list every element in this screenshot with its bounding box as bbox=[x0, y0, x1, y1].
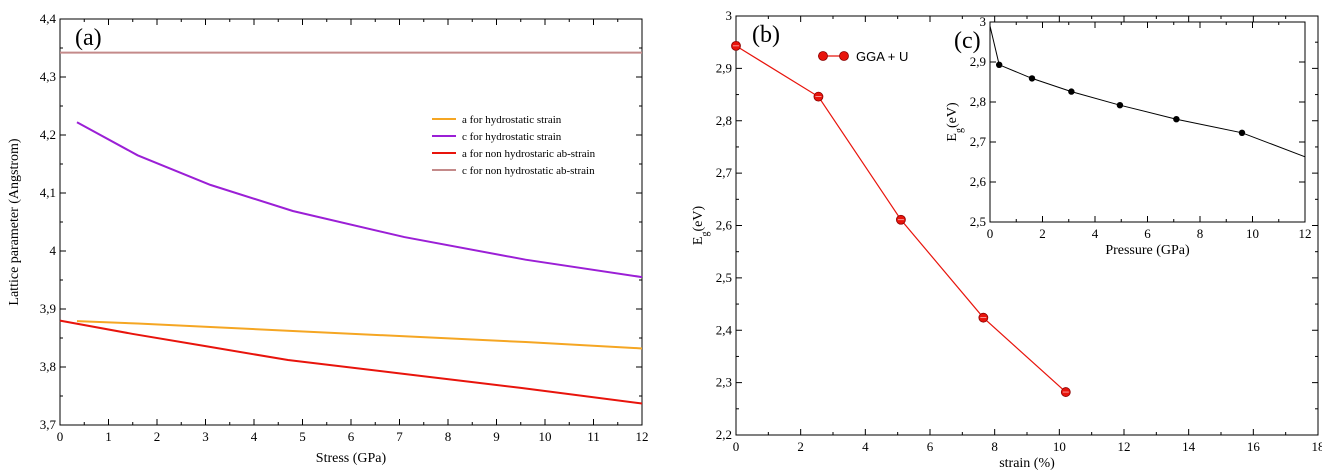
y-tick-label: 2,9 bbox=[716, 60, 732, 75]
panel-label: (b) bbox=[752, 22, 780, 48]
x-tick-label: 12 bbox=[1299, 226, 1312, 241]
y-axis-label-sub: g bbox=[954, 128, 965, 133]
y-tick-label: 3,9 bbox=[40, 301, 56, 316]
legend-label: a for hydrostatic strain bbox=[462, 114, 562, 126]
y-tick-label: 2,6 bbox=[970, 174, 987, 189]
x-tick-label: 11 bbox=[587, 429, 600, 444]
y-tick-label: 2,8 bbox=[716, 113, 732, 128]
y-tick-label: 2,5 bbox=[970, 214, 986, 229]
series-line-2 bbox=[59, 319, 643, 405]
data-point bbox=[995, 61, 1003, 68]
y-tick-label: 2,4 bbox=[716, 322, 733, 337]
x-tick-label: 12 bbox=[636, 429, 649, 444]
x-tick-label: 9 bbox=[493, 429, 500, 444]
x-tick-label: 10 bbox=[1246, 226, 1259, 241]
series-line bbox=[989, 25, 1306, 158]
x-tick-label: 4 bbox=[862, 439, 869, 454]
y-axis-label: Eg(eV) bbox=[691, 206, 711, 246]
x-axis-label: Pressure (GPa) bbox=[1105, 243, 1190, 258]
x-tick-label: 2 bbox=[1039, 226, 1046, 241]
y-tick-label: 4 bbox=[50, 243, 57, 258]
y-axis-label: Lattice parameter (Angstrom) bbox=[7, 138, 22, 305]
y-axis-label-sub: g bbox=[700, 232, 711, 237]
x-tick-label: 4 bbox=[251, 429, 258, 444]
data-point bbox=[1116, 102, 1124, 109]
y-tick-label: 2,3 bbox=[716, 375, 732, 390]
x-tick-label: 0 bbox=[987, 226, 994, 241]
legend-label: c for non hydrostatic ab-strain bbox=[462, 165, 595, 177]
data-point bbox=[1173, 116, 1180, 123]
y-axis-label-unit: (eV) bbox=[691, 206, 706, 232]
y-tick-label: 3,7 bbox=[40, 417, 57, 432]
chart-panel-a: 0 1 2 3 4 5 6 7 8 9 10 11 123,73,83,944,14,24,34,4St… bbox=[7, 11, 649, 466]
y-tick-label: 4,3 bbox=[40, 69, 56, 84]
y-tick-label: 2,2 bbox=[716, 427, 732, 442]
legend-marker bbox=[818, 51, 828, 61]
y-tick-label: 4,2 bbox=[40, 127, 56, 142]
x-tick-label: 10 bbox=[1053, 439, 1066, 454]
x-tick-label: 0 bbox=[57, 429, 64, 444]
x-tick-label: 3 bbox=[202, 429, 209, 444]
y-tick-label: 2,6 bbox=[716, 218, 733, 233]
y-tick-label: 3 bbox=[980, 14, 987, 29]
y-tick-label: 4,1 bbox=[40, 185, 56, 200]
x-tick-label: 12 bbox=[1118, 439, 1131, 454]
y-axis-label-unit: (eV) bbox=[945, 102, 960, 128]
data-point bbox=[1238, 129, 1246, 136]
data-point bbox=[1068, 88, 1075, 95]
x-axis-label: Stress (GPa) bbox=[316, 451, 387, 466]
y-tick-label: 2,9 bbox=[970, 54, 986, 69]
x-tick-label: 8 bbox=[1197, 226, 1204, 241]
legend-marker bbox=[839, 51, 849, 61]
x-tick-label: 18 bbox=[1312, 439, 1322, 454]
y-tick-label: 2,5 bbox=[716, 270, 732, 285]
panel-label: (c) bbox=[954, 28, 981, 54]
y-tick-label: 4,4 bbox=[40, 11, 57, 26]
panel-label: (a) bbox=[75, 25, 102, 51]
series-line-0 bbox=[76, 320, 643, 350]
x-tick-label: 8 bbox=[991, 439, 998, 454]
y-tick-label: 3 bbox=[726, 8, 733, 23]
x-tick-label: 1 bbox=[105, 429, 112, 444]
legend-label: GGA + U bbox=[856, 49, 908, 64]
plot-frame bbox=[59, 18, 643, 426]
y-tick-label: 2,7 bbox=[716, 165, 733, 180]
x-axis-label: strain (%) bbox=[999, 456, 1055, 470]
y-tick-label: 3,8 bbox=[40, 359, 56, 374]
x-tick-label: 6 bbox=[1144, 226, 1151, 241]
x-tick-label: 2 bbox=[797, 439, 804, 454]
x-tick-label: 16 bbox=[1247, 439, 1261, 454]
x-tick-label: 5 bbox=[299, 429, 306, 444]
x-tick-label: 7 bbox=[396, 429, 403, 444]
x-tick-label: 6 bbox=[348, 429, 355, 444]
legend-label: c for hydrostatic strain bbox=[462, 131, 562, 143]
x-tick-label: 10 bbox=[539, 429, 552, 444]
x-tick-label: 8 bbox=[445, 429, 452, 444]
x-tick-label: 4 bbox=[1092, 226, 1099, 241]
x-tick-label: 6 bbox=[927, 439, 934, 454]
x-tick-label: 14 bbox=[1182, 439, 1196, 454]
y-tick-label: 2,8 bbox=[970, 94, 986, 109]
plot-frame bbox=[989, 21, 1306, 223]
legend-label: a for non hydrostaric ab-strain bbox=[462, 148, 596, 160]
x-tick-label: 2 bbox=[154, 429, 161, 444]
series-line-1 bbox=[76, 121, 643, 279]
x-tick-label: 0 bbox=[733, 439, 740, 454]
data-point bbox=[1028, 75, 1036, 82]
y-tick-label: 2,7 bbox=[970, 134, 987, 149]
